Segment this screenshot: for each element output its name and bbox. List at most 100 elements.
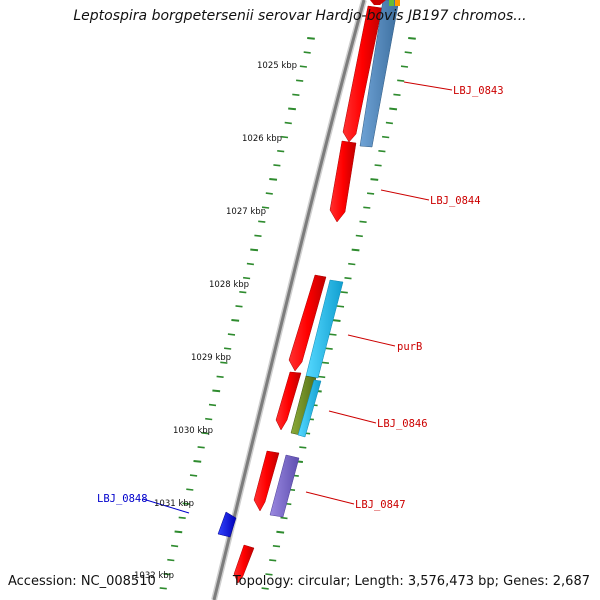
minor-tick: [363, 206, 371, 209]
minor-tick: [171, 544, 179, 548]
minor-tick: [340, 291, 348, 294]
tick-marks: [159, 37, 416, 590]
minor-tick: [284, 121, 292, 125]
minor-tick: [318, 375, 326, 379]
minor-tick: [329, 333, 337, 336]
minor-tick: [292, 93, 300, 96]
minor-tick: [224, 347, 232, 350]
gene-label[interactable]: purB: [397, 341, 422, 353]
minor-tick: [277, 150, 285, 153]
minor-tick: [239, 291, 247, 294]
minor-tick: [325, 347, 333, 350]
major-tick: [332, 319, 341, 322]
minor-tick: [272, 545, 281, 548]
major-tick: [193, 460, 202, 463]
minor-tick: [163, 573, 171, 576]
major-tick: [307, 37, 315, 40]
gene-label[interactable]: LBJ_0848: [97, 493, 148, 505]
minor-tick: [159, 587, 167, 590]
tick-label: 1032 kbp: [134, 571, 174, 581]
major-tick: [408, 37, 416, 40]
accession-text: Accession: NC_008510: [8, 574, 156, 589]
minor-tick: [265, 573, 273, 576]
minor-tick: [367, 192, 375, 195]
minor-tick: [296, 79, 304, 82]
minor-tick: [393, 93, 401, 96]
minor-tick: [246, 262, 254, 266]
minor-tick: [265, 192, 273, 195]
gene-feature-forward[interactable]: [275, 371, 302, 431]
gene-label[interactable]: LBJ_0843: [453, 85, 504, 97]
gene-feature-forward[interactable]: [329, 140, 357, 223]
gene-function-block-orange[interactable]: [395, 0, 400, 6]
minor-tick: [227, 333, 236, 336]
minor-tick: [235, 305, 243, 308]
minor-tick: [178, 516, 186, 519]
gene-feature-forward[interactable]: [342, 5, 383, 143]
minor-tick: [348, 262, 356, 266]
minor-tick: [280, 135, 289, 139]
gene-label[interactable]: LBJ_0844: [430, 195, 481, 207]
major-tick: [351, 248, 360, 252]
major-tick: [389, 107, 398, 111]
minor-tick: [303, 51, 311, 54]
minor-tick: [201, 432, 209, 435]
minor-tick: [382, 135, 390, 139]
minor-tick: [374, 164, 382, 167]
label-leader-line: [142, 498, 190, 514]
minor-tick: [299, 65, 307, 68]
gene-feature-forward[interactable]: [288, 274, 327, 372]
minor-tick: [167, 558, 175, 562]
label-leader-line: [328, 410, 377, 424]
tick-label: 1028 kbp: [209, 280, 249, 290]
major-tick: [288, 107, 297, 111]
minor-tick: [400, 65, 409, 68]
minor-tick: [280, 516, 288, 520]
major-tick: [269, 178, 278, 181]
minor-tick: [254, 234, 262, 237]
gene-function-block-cyan[interactable]: [297, 379, 322, 438]
map-title: Leptospira borgpetersenii serovar Hardjo…: [73, 8, 527, 24]
major-tick: [174, 530, 183, 534]
major-tick: [231, 319, 240, 322]
label-leader-line: [305, 491, 355, 505]
gene-function-block-steelblue[interactable]: [359, 0, 400, 148]
minor-tick: [261, 587, 269, 590]
tick-label: 1031 kbp: [154, 499, 194, 509]
label-leader-line: [347, 334, 396, 347]
minor-tick: [299, 446, 307, 449]
minor-tick: [182, 502, 190, 505]
major-tick: [370, 178, 379, 181]
major-tick: [250, 248, 259, 252]
minor-tick: [205, 417, 213, 421]
gene-feature-forward[interactable]: [370, 0, 386, 5]
minor-tick: [189, 474, 198, 477]
gene-label[interactable]: LBJ_0846: [377, 418, 428, 430]
minor-tick: [258, 220, 266, 223]
tick-label: 1026 kbp: [242, 134, 282, 144]
gene-function-block-cyan[interactable]: [305, 279, 344, 379]
genome-summary-text: Topology: circular; Length: 3,576,473 bp…: [232, 574, 590, 589]
minor-tick: [216, 375, 224, 378]
gene-feature-forward[interactable]: [233, 544, 255, 584]
minor-tick: [397, 79, 405, 82]
tick-label: 1025 kbp: [257, 61, 297, 71]
gene-feature-reverse[interactable]: [217, 511, 237, 538]
minor-tick: [186, 488, 194, 491]
major-tick: [276, 530, 285, 534]
tick-label: 1029 kbp: [191, 353, 231, 363]
minor-tick: [261, 206, 270, 209]
minor-tick: [273, 164, 281, 167]
gene-feature-forward[interactable]: [253, 450, 280, 512]
minor-tick: [220, 361, 228, 364]
gene-function-block-slate[interactable]: [269, 454, 300, 518]
minor-tick: [269, 559, 277, 562]
label-leader-line: [403, 81, 453, 91]
tick-label: 1027 kbp: [226, 207, 266, 217]
gene-function-block-green[interactable]: [389, 0, 394, 6]
minor-tick: [208, 403, 217, 407]
minor-tick: [355, 234, 363, 238]
gene-label[interactable]: LBJ_0847: [355, 499, 406, 511]
